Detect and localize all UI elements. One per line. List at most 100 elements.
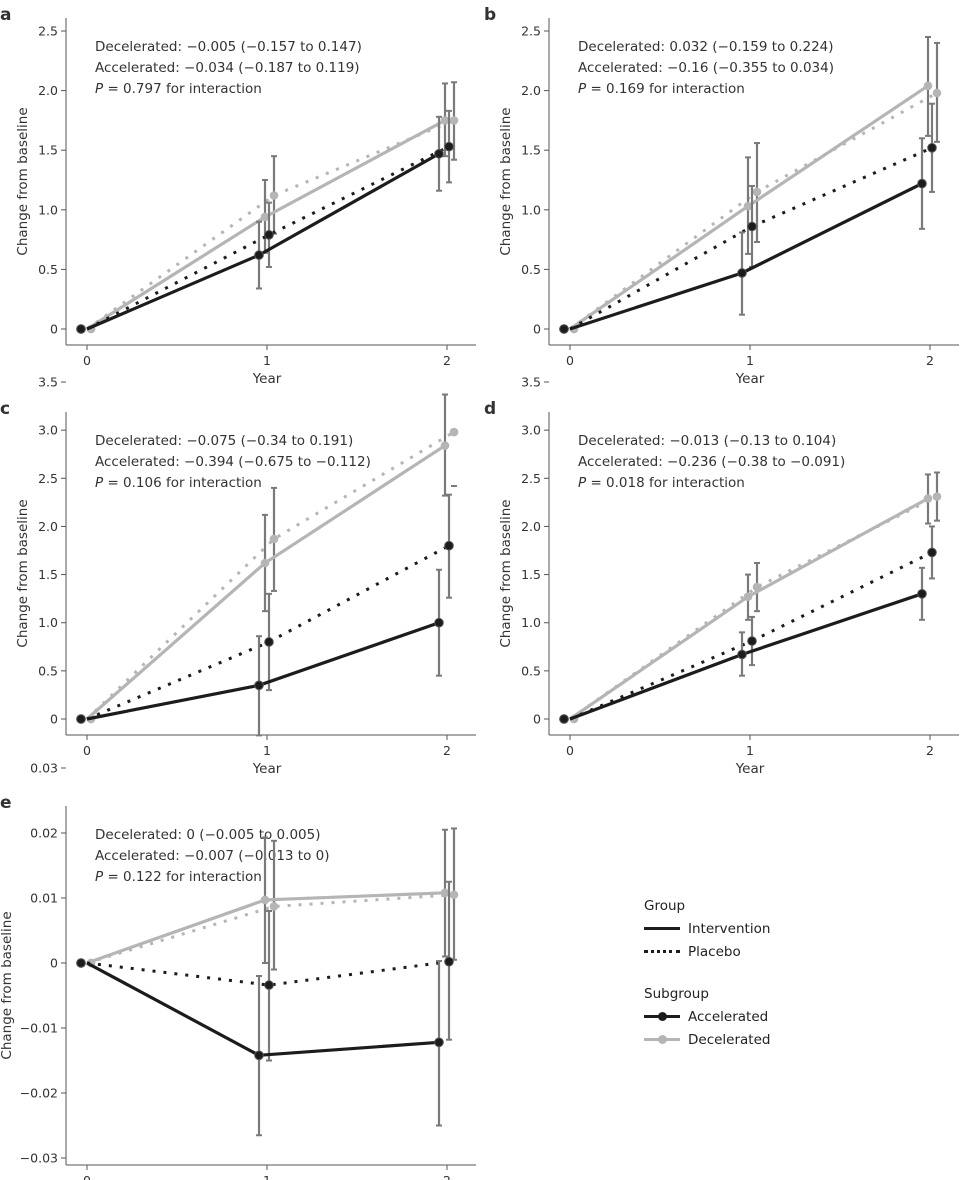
data-point xyxy=(269,534,279,544)
data-point xyxy=(747,221,757,232)
y-axis-label: Change from baseline xyxy=(15,107,31,255)
data-point xyxy=(444,141,454,152)
solid-line-swatch xyxy=(644,927,680,930)
series-intervention-accelerated xyxy=(76,958,444,1137)
y-tick-label: 1.5 xyxy=(521,143,541,158)
p-value-text: = 0.106 for interaction xyxy=(103,475,262,491)
data-point xyxy=(260,558,270,568)
data-point xyxy=(434,148,444,159)
y-tick-label: 0.5 xyxy=(521,663,541,678)
series-line xyxy=(86,961,440,1057)
p-label: P xyxy=(95,475,104,491)
y-tick-label: 2.5 xyxy=(521,471,541,486)
p-label: P xyxy=(95,869,104,885)
data-point xyxy=(260,895,270,905)
x-tick-label: 0 xyxy=(83,743,91,758)
legend-label: Decelerated xyxy=(688,1031,771,1048)
x-tick-label: 1 xyxy=(263,1173,271,1180)
x-tick-label: 1 xyxy=(746,353,754,368)
annotation-decelerated: Decelerated: −0.013 (−0.13 to 0.104) xyxy=(578,433,836,449)
panel-label: a xyxy=(0,5,11,25)
x-tick-label: 1 xyxy=(263,353,271,368)
y-tick-label: −0.01 xyxy=(20,1021,58,1036)
panel-label: b xyxy=(484,5,496,25)
y-tick-label: 2.5 xyxy=(38,24,58,39)
data-point xyxy=(743,201,753,211)
annotation-accelerated: Accelerated: −0.394 (−0.675 to −0.112) xyxy=(95,454,371,470)
legend-item-intervention: Intervention xyxy=(644,917,844,940)
data-point xyxy=(269,191,279,200)
data-point xyxy=(737,268,747,278)
panel-e: e −0.03 −0.02 −0.01 0 0.01 0.02 0.03 0 1 2 Year Chan… xyxy=(0,761,476,1180)
annotation-accelerated: Accelerated: −0.16 (−0.355 to 0.034) xyxy=(578,60,834,76)
series-intervention-decelerated xyxy=(569,35,933,334)
data-point xyxy=(449,116,459,125)
p-label: P xyxy=(95,81,104,97)
data-point xyxy=(440,888,450,898)
y-tick-label: −0.03 xyxy=(20,1151,58,1166)
data-point xyxy=(932,88,942,98)
series-placebo-decelerated xyxy=(569,471,942,724)
annotation-decelerated: Decelerated: 0.032 (−0.159 to 0.224) xyxy=(578,39,834,55)
y-tick-label: 0.03 xyxy=(30,761,58,776)
series-line xyxy=(86,119,455,331)
series-line xyxy=(569,91,938,331)
data-point xyxy=(923,494,933,503)
series-intervention-accelerated xyxy=(76,115,444,334)
data-point xyxy=(254,1050,264,1061)
series-placebo-decelerated xyxy=(569,41,942,334)
legend-label: Intervention xyxy=(688,920,771,937)
y-tick-label: 0 xyxy=(50,322,58,337)
data-point xyxy=(254,680,264,691)
data-point xyxy=(76,714,86,724)
data-point xyxy=(923,81,933,91)
legend-label: Accelerated xyxy=(688,1008,769,1025)
y-tick-label: 0 xyxy=(50,712,58,727)
annotation-decelerated: Decelerated: 0 (−0.005 to 0.005) xyxy=(95,827,320,843)
x-axis-label: Year xyxy=(252,761,282,777)
p-label: P xyxy=(578,81,587,97)
x-tick-label: 0 xyxy=(566,743,574,758)
y-tick-label: 3.0 xyxy=(38,423,58,438)
x-tick-label: 2 xyxy=(926,353,934,368)
p-value-text: = 0.169 for interaction xyxy=(586,81,745,97)
data-point xyxy=(254,250,264,260)
y-tick-label: 1.5 xyxy=(38,143,58,158)
y-tick-label: 1.5 xyxy=(521,567,541,582)
x-tick-label: 2 xyxy=(443,353,451,368)
data-point xyxy=(434,1037,444,1048)
p-label: P xyxy=(578,475,587,491)
data-point xyxy=(927,143,937,153)
x-tick-label: 1 xyxy=(746,743,754,758)
annotation-p-value: P = 0.122 for interaction xyxy=(95,869,262,885)
y-tick-label: 0.5 xyxy=(521,262,541,277)
series-intervention-accelerated xyxy=(559,566,927,724)
series-intervention-accelerated xyxy=(559,137,927,334)
y-tick-label: 1.0 xyxy=(521,615,541,630)
y-tick-label: 2.5 xyxy=(38,471,58,486)
annotation-p-value: P = 0.106 for interaction xyxy=(95,475,262,491)
data-point xyxy=(269,902,279,911)
data-point xyxy=(917,589,927,599)
series-intervention-accelerated xyxy=(76,568,444,737)
legend: Group Intervention Placebo Subgroup Acce… xyxy=(644,895,844,1051)
y-axis-label: Change from baseline xyxy=(498,107,514,255)
y-tick-label: 1.0 xyxy=(38,202,58,217)
data-point xyxy=(917,178,927,189)
data-point xyxy=(264,637,274,647)
y-tick-label: 0.5 xyxy=(38,262,58,277)
y-tick-label: 0.5 xyxy=(38,663,58,678)
p-value-text: = 0.122 for interaction xyxy=(103,869,262,885)
p-value-text: = 0.797 for interaction xyxy=(103,81,262,97)
data-point xyxy=(743,592,753,602)
legend-item-decelerated: Decelerated xyxy=(644,1028,844,1051)
series-line xyxy=(86,145,450,331)
data-point xyxy=(559,714,569,724)
y-tick-label: 1.0 xyxy=(521,202,541,217)
data-point xyxy=(440,116,450,125)
y-tick-label: 3.0 xyxy=(521,423,541,438)
x-tick-label: 1 xyxy=(263,743,271,758)
panel-b: b 0 0.5 1.0 1.5 2.0 2.5 0 1 2 Year Change from base… xyxy=(484,5,959,387)
data-point xyxy=(559,324,569,334)
